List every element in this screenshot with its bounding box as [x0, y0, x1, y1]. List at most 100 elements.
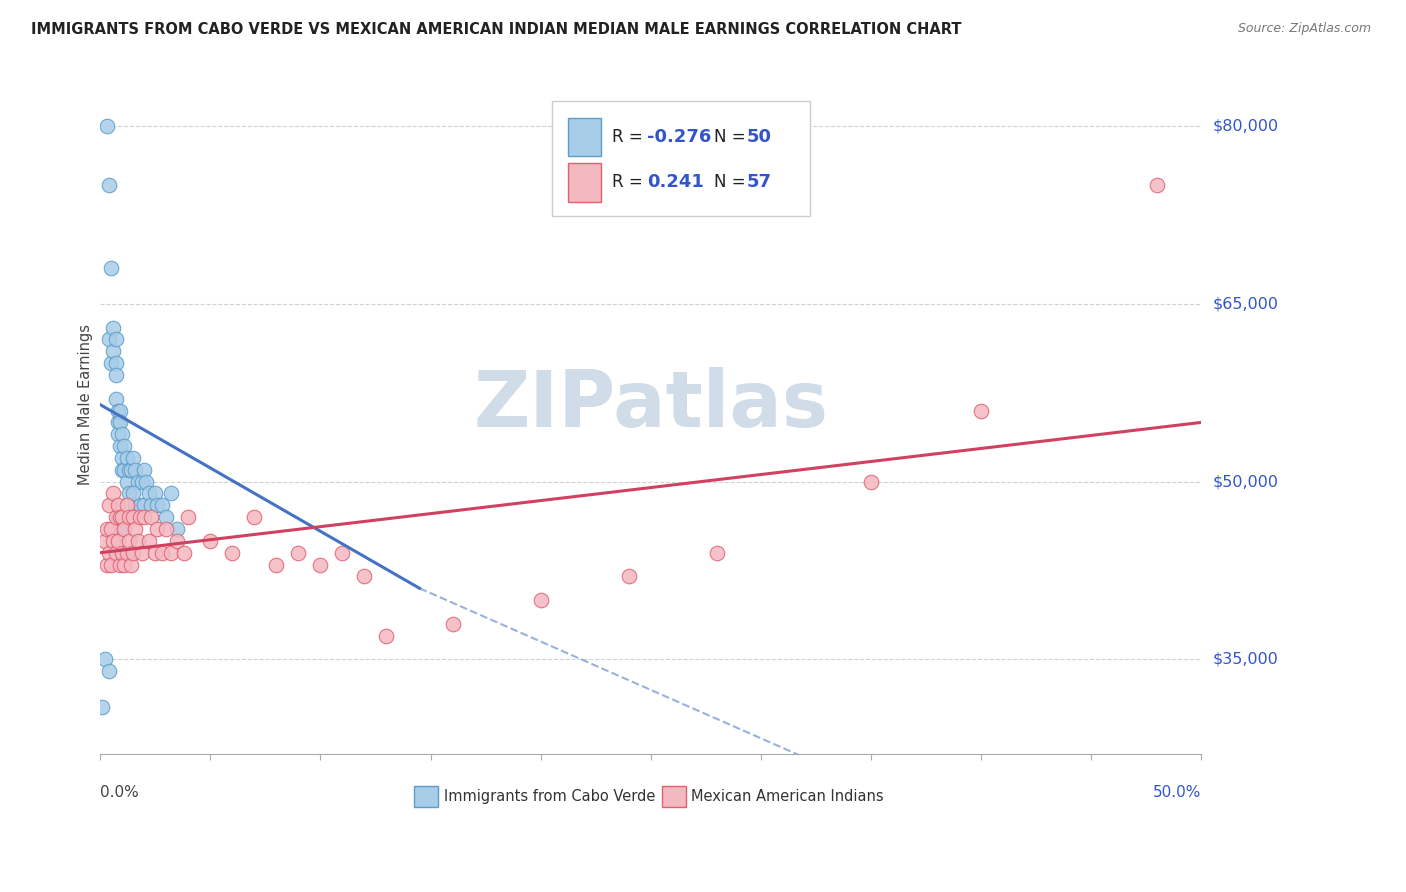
Text: IMMIGRANTS FROM CABO VERDE VS MEXICAN AMERICAN INDIAN MEDIAN MALE EARNINGS CORRE: IMMIGRANTS FROM CABO VERDE VS MEXICAN AM…: [31, 22, 962, 37]
Point: [243, 510, 266, 524]
Text: Mexican American Indians: Mexican American Indians: [692, 789, 884, 804]
Point: [98, 333, 121, 347]
Point: [146, 522, 169, 536]
Point: [131, 546, 153, 560]
Point: [108, 416, 131, 430]
Point: [122, 546, 145, 560]
Text: Source: ZipAtlas.com: Source: ZipAtlas.com: [1237, 22, 1371, 36]
Point: [332, 546, 354, 560]
Point: [135, 475, 157, 489]
Point: [93, 533, 115, 548]
Point: [134, 463, 156, 477]
Text: -0.276: -0.276: [647, 128, 711, 146]
Point: [200, 533, 222, 548]
Point: [118, 510, 141, 524]
Point: [111, 463, 134, 477]
Point: [221, 546, 243, 560]
Point: [143, 546, 166, 560]
Point: [104, 368, 127, 382]
Point: [91, 699, 114, 714]
Point: [617, 569, 640, 583]
Point: [128, 510, 150, 524]
Point: [107, 499, 129, 513]
Text: N =: N =: [713, 128, 751, 146]
Point: [706, 546, 728, 560]
Point: [104, 510, 127, 524]
Point: [107, 533, 129, 548]
Point: [114, 522, 136, 536]
Point: [134, 499, 156, 513]
Point: [93, 652, 115, 666]
Bar: [568, 118, 602, 156]
Point: [128, 499, 150, 513]
Point: [96, 522, 118, 536]
Point: [120, 463, 142, 477]
Point: [970, 403, 993, 417]
Point: [143, 486, 166, 500]
Point: [150, 499, 173, 513]
Point: [108, 510, 131, 524]
Point: [107, 427, 129, 442]
Bar: [662, 786, 686, 806]
Point: [103, 486, 125, 500]
Point: [98, 178, 121, 193]
Point: [155, 510, 177, 524]
Point: [139, 510, 162, 524]
Point: [115, 475, 138, 489]
Point: [122, 486, 145, 500]
Point: [146, 499, 169, 513]
Text: 50.0%: 50.0%: [1153, 785, 1201, 800]
Text: N =: N =: [713, 173, 751, 192]
Point: [134, 510, 156, 524]
Point: [107, 416, 129, 430]
Text: 57: 57: [747, 173, 772, 192]
Point: [103, 344, 125, 359]
Point: [150, 546, 173, 560]
Point: [139, 499, 162, 513]
Point: [859, 475, 882, 489]
Bar: [413, 786, 439, 806]
Point: [287, 546, 309, 560]
Text: $50,000: $50,000: [1212, 475, 1278, 489]
Point: [100, 522, 122, 536]
Point: [118, 463, 141, 477]
Bar: [568, 163, 602, 202]
Point: [114, 558, 136, 572]
Point: [96, 558, 118, 572]
Point: [166, 522, 188, 536]
Point: [115, 450, 138, 465]
Y-axis label: Median Male Earnings: Median Male Earnings: [79, 324, 93, 485]
Point: [98, 664, 121, 678]
Point: [159, 486, 181, 500]
Point: [441, 616, 464, 631]
Point: [155, 522, 177, 536]
Point: [127, 475, 149, 489]
Point: [111, 450, 134, 465]
Point: [118, 486, 141, 500]
Point: [115, 499, 138, 513]
Point: [111, 510, 134, 524]
Point: [166, 533, 188, 548]
Point: [124, 463, 146, 477]
Point: [124, 522, 146, 536]
Text: ZIPatlas: ZIPatlas: [474, 367, 828, 442]
Point: [96, 120, 118, 134]
Text: $65,000: $65,000: [1212, 296, 1278, 311]
Point: [173, 546, 195, 560]
Point: [100, 261, 122, 276]
Text: R =: R =: [612, 128, 648, 146]
Point: [122, 450, 145, 465]
Point: [159, 546, 181, 560]
Point: [100, 558, 122, 572]
Point: [115, 546, 138, 560]
Text: 50: 50: [747, 128, 772, 146]
Point: [1146, 178, 1168, 193]
Point: [104, 333, 127, 347]
Point: [108, 439, 131, 453]
Point: [375, 629, 398, 643]
Point: [98, 546, 121, 560]
Point: [131, 475, 153, 489]
Point: [309, 558, 332, 572]
Text: R =: R =: [612, 173, 648, 192]
FancyBboxPatch shape: [551, 101, 810, 216]
